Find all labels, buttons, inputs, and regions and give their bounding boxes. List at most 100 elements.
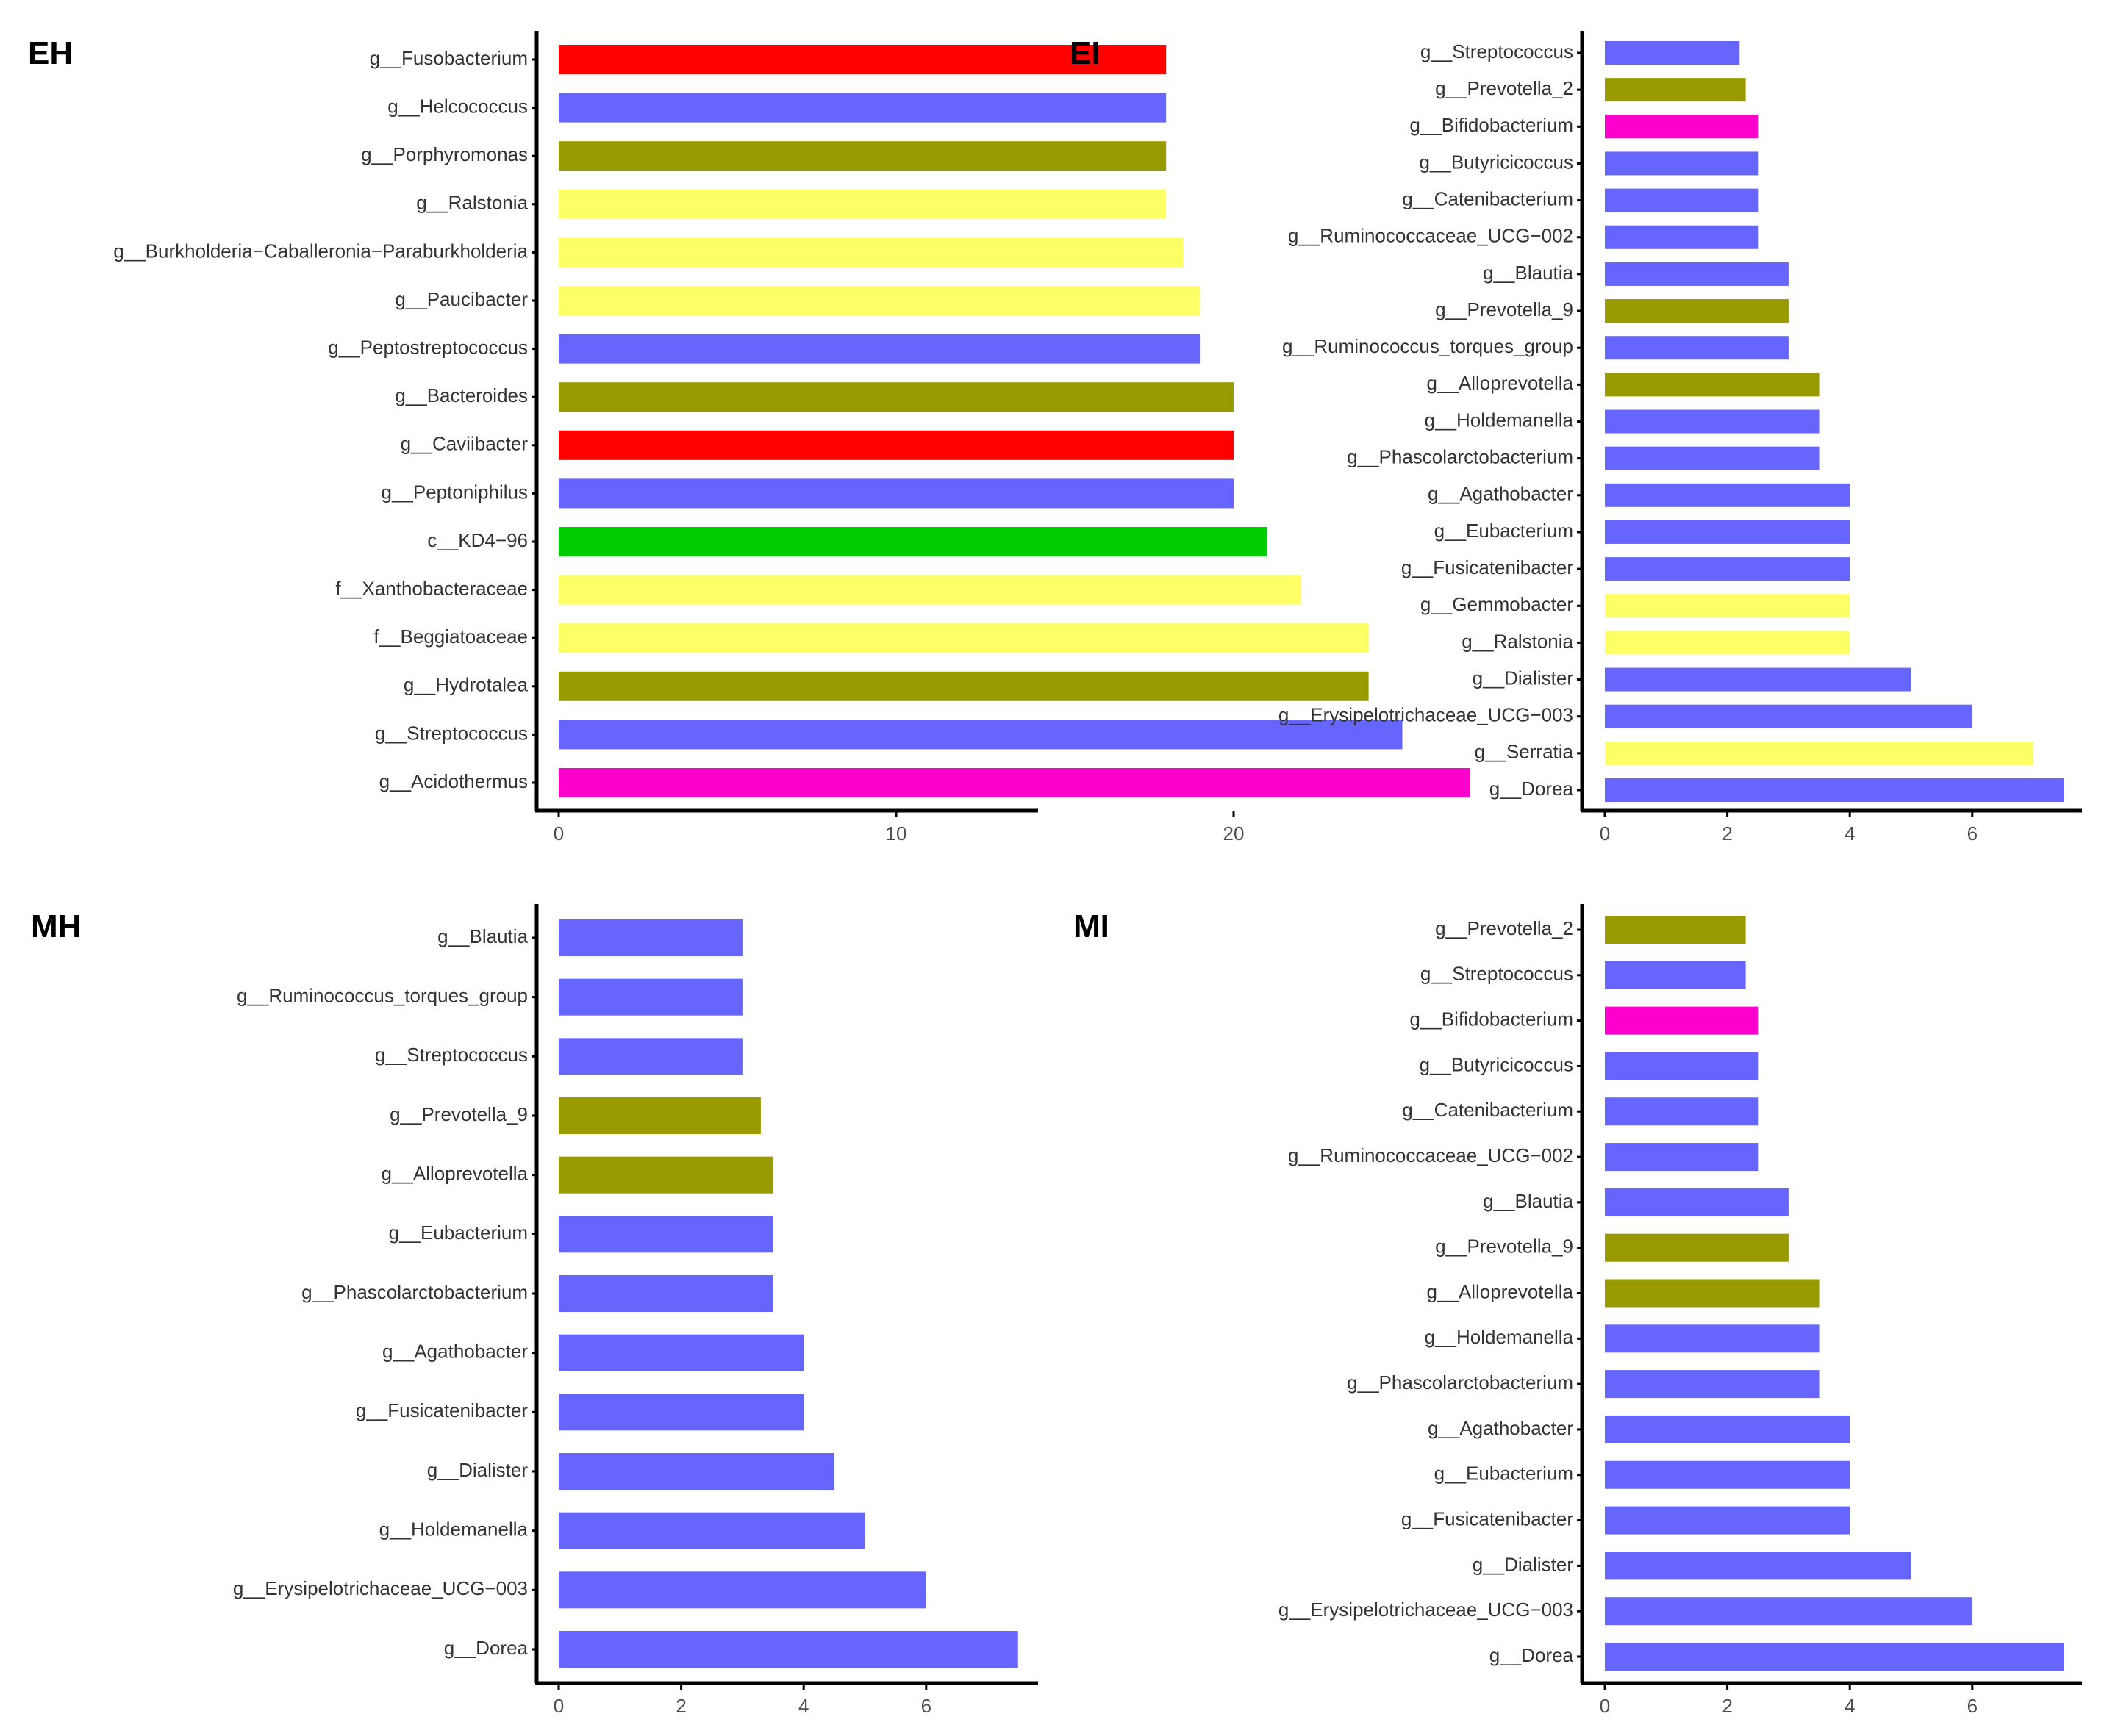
bar-mi-5 [1605,1143,1759,1172]
bar-ei-12 [1605,483,1850,507]
category-label-mi-7: g__Prevotella_9 [1435,1235,1573,1258]
category-label-eh-1: g__Helcococcus [387,95,528,117]
x-tick-label-ei-1: 2 [1722,822,1732,844]
category-label-mh-8: g__Fusicatenibacter [356,1399,528,1421]
bar-ei-0 [1605,41,1740,65]
bar-eh-10 [559,527,1267,556]
category-label-eh-2: g__Porphyromonas [361,143,528,165]
bar-mh-7 [559,1334,804,1371]
bar-mh-2 [559,1038,743,1075]
category-label-ei-16: g__Ralstonia [1462,630,1573,652]
bar-ei-13 [1605,520,1850,544]
bar-ei-14 [1605,557,1850,581]
category-label-eh-15: g__Acidothermus [379,770,528,792]
category-label-ei-20: g__Dorea [1489,778,1574,800]
category-label-mi-1: g__Streptococcus [1420,963,1573,985]
category-label-mi-10: g__Phascolarctobacterium [1347,1371,1573,1394]
category-label-ei-19: g__Serratia [1475,741,1574,763]
x-tick-label-mi-2: 4 [1845,1695,1855,1717]
panel-title-mi: MI [1073,908,1109,944]
category-label-ei-15: g__Gemmobacter [1420,593,1573,615]
category-label-mi-12: g__Eubacterium [1434,1463,1573,1485]
bar-ei-5 [1605,225,1759,249]
bar-mi-6 [1605,1188,1789,1216]
x-tick-label-ei-2: 4 [1845,822,1855,844]
category-label-eh-12: f__Beggiatoaceae [373,625,528,648]
category-label-mh-12: g__Dorea [444,1637,529,1659]
category-label-ei-11: g__Phascolarctobacterium [1347,446,1573,468]
bar-ei-17 [1605,667,1911,692]
bar-ei-3 [1605,151,1759,176]
bar-mh-8 [559,1394,804,1431]
x-tick-label-ei-0: 0 [1600,822,1610,844]
bar-eh-6 [559,334,1201,364]
x-tick-label-eh-2: 20 [1223,822,1245,844]
bar-mi-11 [1605,1415,1850,1443]
bar-eh-1 [559,93,1167,123]
x-tick-label-mh-3: 6 [921,1695,931,1717]
x-tick-label-mi-3: 6 [1967,1695,1978,1717]
category-label-mh-0: g__Blautia [437,925,528,947]
bar-ei-6 [1605,262,1789,286]
category-label-mi-16: g__Dorea [1489,1644,1574,1666]
category-label-mi-14: g__Dialister [1473,1553,1574,1575]
category-label-ei-13: g__Eubacterium [1434,520,1573,542]
panel-title-ei: EI [1070,35,1101,71]
bar-ei-15 [1605,594,1850,618]
category-label-mi-2: g__Bifidobacterium [1409,1008,1573,1030]
category-label-mh-10: g__Holdemanella [379,1518,529,1540]
bar-eh-5 [559,286,1201,315]
category-label-mh-9: g__Dialister [427,1459,529,1481]
bar-ei-9 [1605,373,1820,397]
category-label-mh-3: g__Prevotella_9 [390,1103,528,1125]
bar-mi-10 [1605,1370,1820,1399]
category-label-eh-9: g__Peptoniphilus [382,481,529,503]
category-label-ei-4: g__Catenibacterium [1402,187,1573,209]
bar-ei-18 [1605,704,1972,728]
category-label-eh-0: g__Fusobacterium [370,47,528,69]
bar-mh-12 [559,1631,1018,1668]
bar-mi-13 [1605,1506,1850,1535]
bar-eh-13 [559,671,1369,701]
bar-mh-11 [559,1571,926,1609]
bar-eh-2 [559,141,1167,171]
category-label-mi-11: g__Agathobacter [1428,1417,1573,1439]
x-tick-label-mi-0: 0 [1600,1695,1610,1717]
category-label-eh-4: g__Burkholderia−Caballeronia−Paraburkhol… [113,240,528,262]
category-label-ei-0: g__Streptococcus [1420,40,1573,62]
x-tick-label-ei-3: 6 [1967,822,1978,844]
panel-eh: EH g__Fusobacterium g__Helcococcus g__Porph… [28,31,1470,844]
category-label-mi-3: g__Butyricicoccus [1419,1053,1573,1075]
x-tick-label-mh-0: 0 [554,1695,564,1717]
category-label-ei-3: g__Butyricicoccus [1419,151,1573,173]
category-label-ei-2: g__Bifidobacterium [1409,114,1573,136]
category-label-mi-6: g__Blautia [1483,1190,1573,1212]
category-label-eh-3: g__Ralstonia [416,192,528,214]
bar-ei-16 [1605,631,1850,655]
bar-eh-4 [559,237,1184,268]
category-label-eh-6: g__Peptostreptococcus [328,336,528,358]
category-label-eh-5: g__Paucibacter [395,288,528,310]
category-label-mh-2: g__Streptococcus [375,1044,528,1066]
category-label-mi-13: g__Fusicatenibacter [1401,1507,1573,1529]
panel-mi: MI g__Prevotella_2 g__Streptococcus g__Bifi… [1073,904,2082,1717]
bar-eh-9 [559,478,1234,509]
panel-title-eh: EH [28,35,73,71]
bar-mh-4 [559,1156,773,1194]
bar-eh-3 [559,189,1167,219]
category-label-eh-8: g__Caviibacter [401,433,529,455]
category-label-mh-1: g__Ruminococcus_torques_group [237,985,528,1007]
panel-ei: EI g__Streptococcus g__Prevotella_2 g__Bifi… [1070,31,2082,844]
bar-eh-0 [559,45,1167,74]
bar-eh-7 [559,382,1234,412]
bar-ei-20 [1605,778,2064,802]
bar-ei-4 [1605,188,1759,212]
category-label-eh-10: c__KD4−96 [427,529,528,551]
category-label-eh-13: g__Hydrotalea [404,674,529,696]
category-label-mi-9: g__Holdemanella [1425,1326,1574,1348]
bar-ei-10 [1605,409,1820,434]
bar-mi-7 [1605,1233,1789,1262]
bar-mh-9 [559,1453,834,1490]
bar-mh-1 [559,978,743,1016]
